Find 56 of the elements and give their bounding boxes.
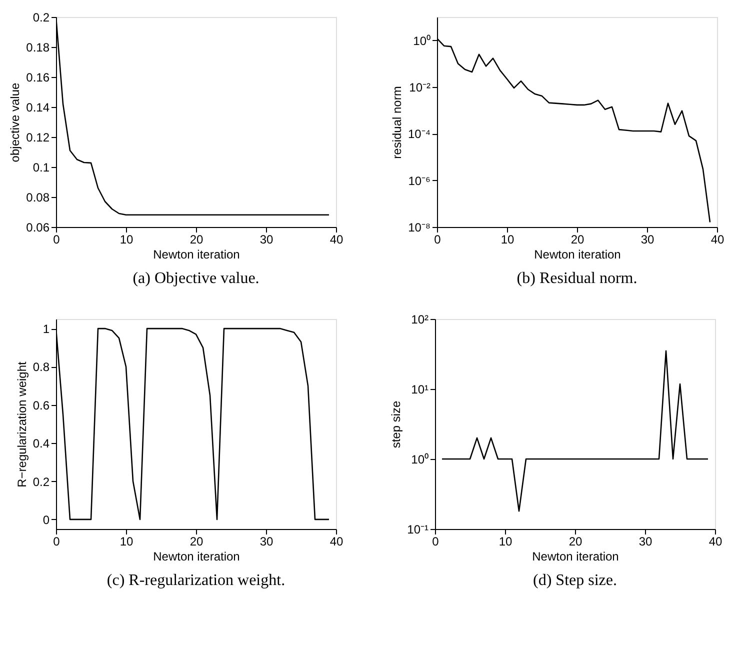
y-tick-label: 0.08 (26, 190, 50, 204)
x-tick-label: 10 (120, 232, 134, 246)
y-tick-label: 0.4 (32, 436, 50, 451)
y-axis-title: R−regularization weight (14, 360, 29, 488)
x-tick-label: 10 (500, 232, 514, 246)
y-tick-label: 0.06 (26, 220, 50, 234)
y-tick-label: 0.6 (32, 398, 50, 412)
y-tick-label: 0.14 (26, 100, 50, 114)
x-axis-title: Newton iteration (534, 248, 621, 262)
x-tick-label: 0 (432, 534, 440, 548)
x-axis-title: Newton iteration (532, 550, 619, 564)
text: (c) R-regularization weight. (106, 572, 286, 589)
y-axis-title: objective value (8, 82, 22, 162)
x-tick-label: 10 (498, 534, 512, 548)
x-axis-title: Newton iteration (153, 550, 240, 564)
x-tick-label: 30 (260, 534, 274, 548)
y-tick-label: 0.1 (32, 160, 50, 174)
x-tick-label: 40 (330, 534, 344, 548)
y-tick-label: 10⁻⁶ (408, 174, 431, 188)
y-tick-label: 0 (42, 512, 50, 527)
x-tick-label: 20 (190, 534, 204, 548)
x-tick-label: 30 (638, 534, 652, 548)
y-tick-label: 10⁰ (413, 34, 430, 48)
y-axis-title: step size (389, 400, 404, 448)
x-tick-label: 20 (570, 232, 584, 246)
x-tick-label: 0 (53, 232, 60, 246)
y-tick-label: 10⁻⁸ (408, 220, 430, 234)
x-tick-label: 30 (640, 232, 654, 246)
x-tick-label: 10 (120, 534, 134, 548)
x-tick-label: 0 (53, 534, 60, 548)
text: (a) Objective value. (132, 270, 260, 287)
y-axis-title: residual norm (390, 86, 404, 159)
y-tick-label: 10⁻⁴ (408, 127, 430, 142)
text: (d) Step size. (533, 572, 617, 589)
text: (b) Residual norm. (516, 270, 638, 287)
y-tick-label: 0.8 (32, 360, 50, 374)
x-tick-label: 30 (260, 232, 274, 246)
x-tick-label: 0 (434, 232, 442, 246)
y-tick-label: 0.16 (26, 70, 50, 84)
y-tick-label: 10¹ (411, 382, 429, 396)
x-tick-label: 40 (330, 232, 344, 246)
x-tick-label: 40 (710, 232, 724, 246)
x-axis-title: Newton iteration (153, 248, 240, 262)
y-tick-label: 10² (411, 312, 429, 326)
y-tick-label: 10⁰ (411, 452, 428, 466)
y-tick-label: 0.18 (26, 40, 50, 54)
y-tick-label: 0.2 (32, 474, 50, 489)
x-tick-label: 20 (190, 232, 204, 246)
y-tick-label: 10⁻¹ (407, 522, 429, 536)
y-tick-label: 10⁻² (409, 80, 431, 94)
x-tick-label: 20 (568, 534, 582, 548)
x-tick-label: 40 (708, 534, 722, 548)
y-tick-label: 0.12 (26, 130, 50, 144)
line-series (441, 350, 709, 512)
y-tick-label: 0.2 (32, 10, 50, 24)
y-tick-label: 1 (42, 322, 50, 336)
